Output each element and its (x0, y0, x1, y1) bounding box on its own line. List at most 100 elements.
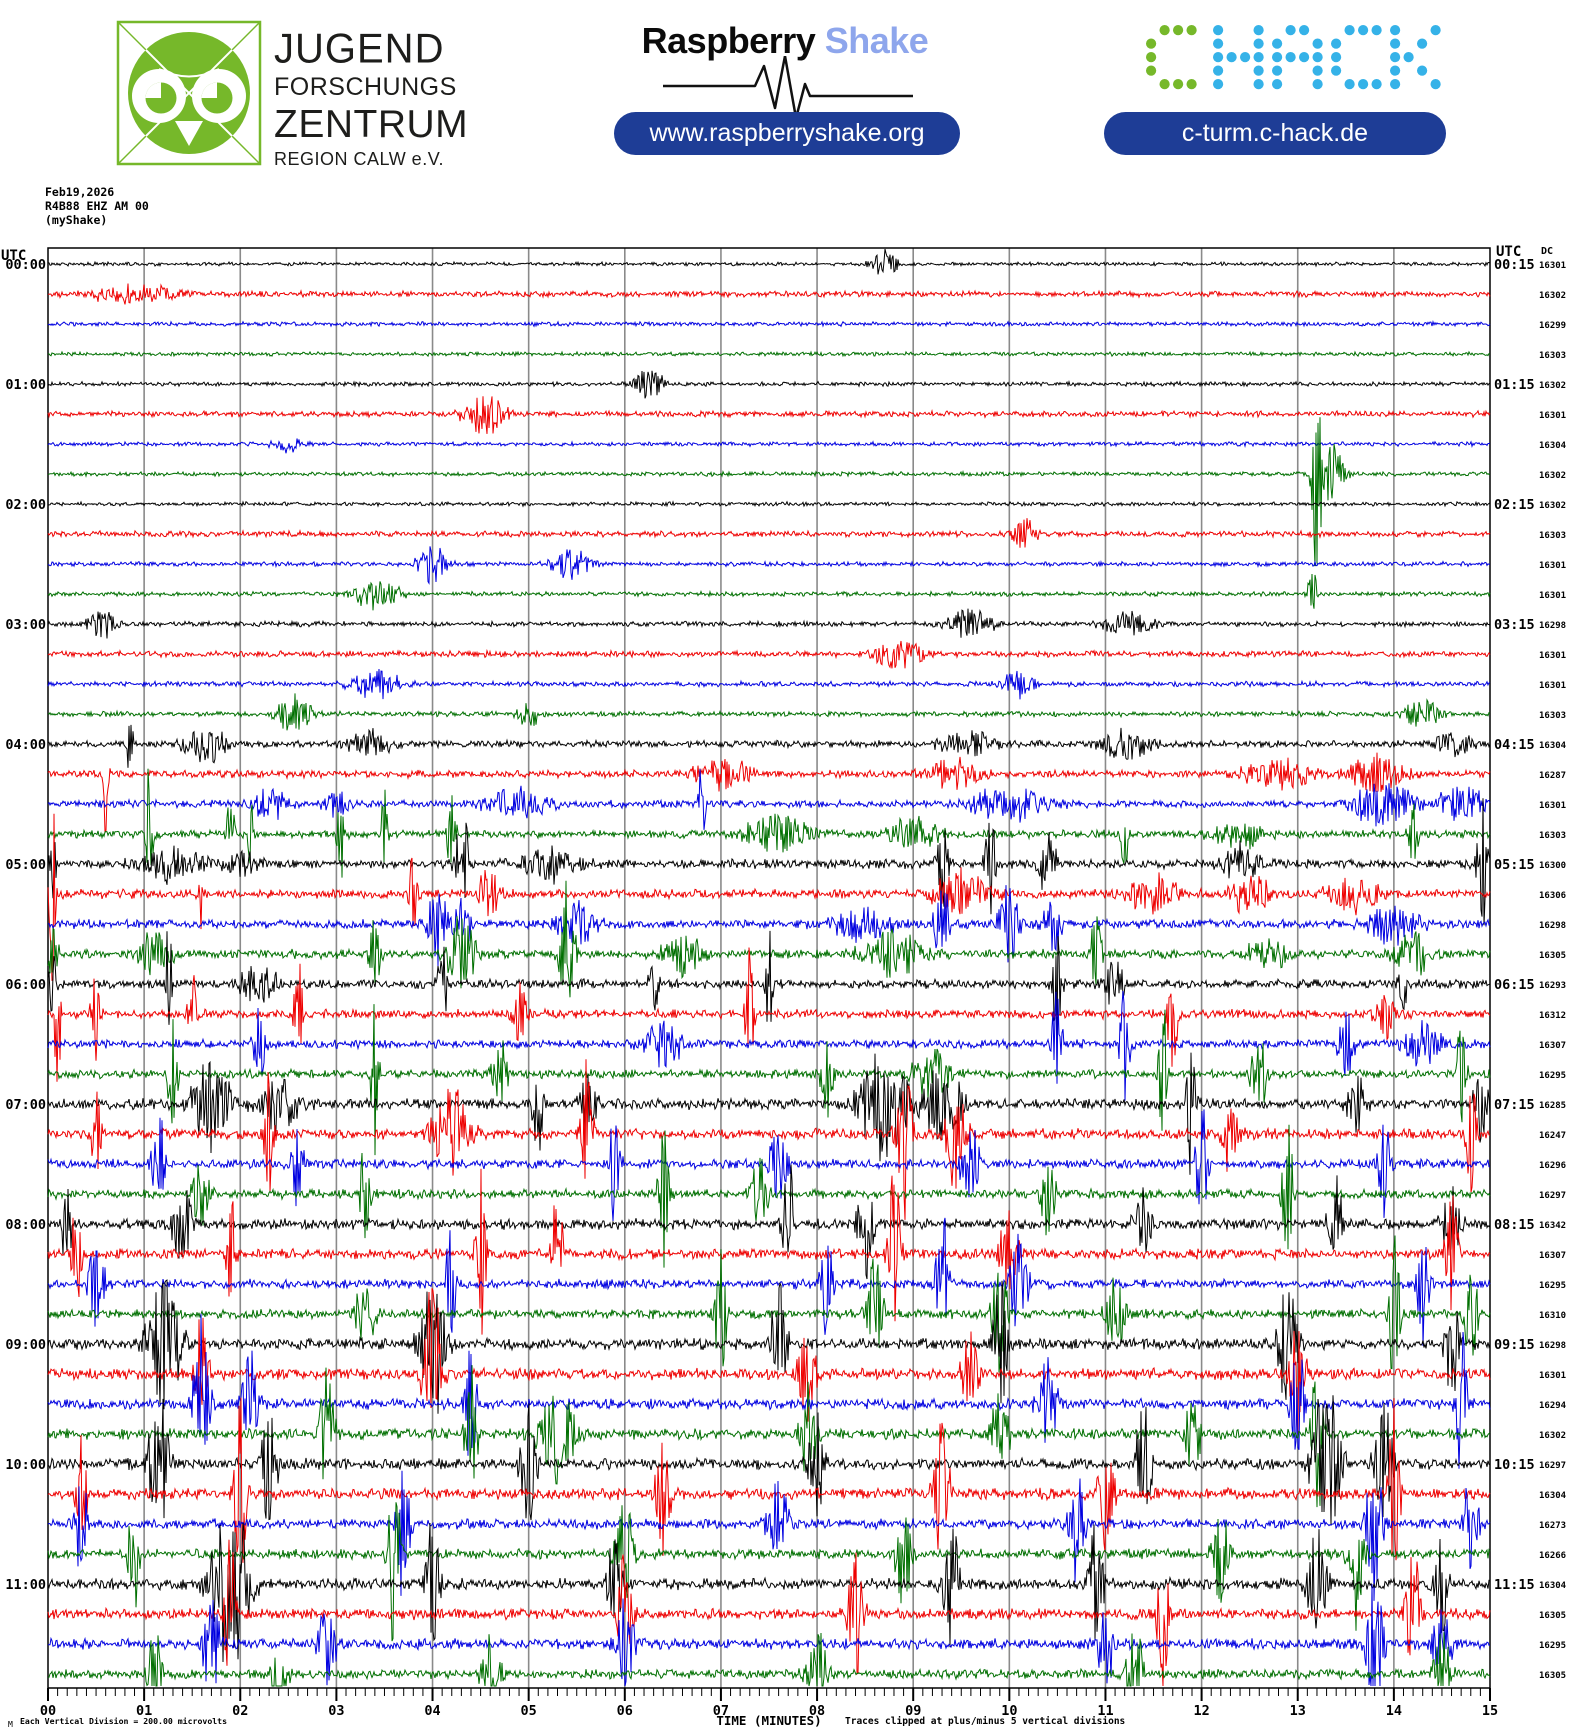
dc-value: 16296 (1539, 1161, 1566, 1171)
chack-link-button[interactable]: c-turm.c-hack.de (1104, 112, 1446, 155)
hour-label-left: 11:00 (5, 1577, 46, 1593)
corner-glyph: M (8, 1720, 13, 1729)
hour-label-left: 10:00 (5, 1457, 46, 1473)
quarter-label-right: 10:15 (1494, 1457, 1535, 1473)
dc-value: 16299 (1539, 321, 1566, 331)
hour-label-left: 04:00 (5, 737, 46, 753)
hour-label-left: 02:00 (5, 497, 46, 513)
x-tick-label: 06 (617, 1703, 633, 1719)
seismo-trace-row-4 (47, 370, 1491, 399)
seismo-trace-row-44 (47, 1522, 1491, 1663)
dc-value: 16302 (1539, 1431, 1566, 1441)
seismo-trace-row-34 (47, 1217, 1491, 1346)
seismo-trace-row-9 (47, 518, 1491, 548)
seismo-trace-row-21 (47, 813, 1491, 981)
dc-value: 16342 (1539, 1221, 1566, 1231)
seismo-trace-row-0 (47, 248, 1491, 275)
seismo-trace-row-47 (47, 1632, 1491, 1687)
dc-value: 16301 (1539, 561, 1566, 571)
raspberryshake-link-button[interactable]: www.raspberryshake.org (614, 112, 960, 155)
dc-value: 16305 (1539, 1671, 1566, 1681)
jfz-line-2: FORSCHUNGS (274, 73, 457, 101)
dc-value: 16302 (1539, 471, 1566, 481)
x-tick-label: 01 (136, 1703, 152, 1719)
shake-word: Shake (824, 20, 929, 61)
x-tick-label: 10 (1001, 1703, 1017, 1719)
dc-value: 16303 (1539, 711, 1566, 721)
dc-value: 16287 (1539, 771, 1566, 781)
seismo-trace-row-19 (47, 768, 1491, 878)
seismo-trace-row-24 (47, 930, 1491, 1041)
clip-note: Traces clipped at plus/minus 5 vertical … (845, 1716, 1125, 1727)
x-tick-label: 08 (809, 1703, 825, 1719)
dc-value: 16302 (1539, 501, 1566, 511)
seismo-trace-row-30 (47, 1109, 1491, 1222)
seismo-trace-row-39 (47, 1365, 1491, 1508)
jfz-line-4: REGION CALW e.V. (274, 149, 445, 169)
seismo-trace-row-27 (47, 1004, 1491, 1156)
dc-value: 16303 (1539, 351, 1566, 361)
chack-logo-icon (1146, 25, 1441, 90)
dc-value: 16273 (1539, 1521, 1566, 1531)
hour-label-left: 06:00 (5, 977, 46, 993)
right-dc-header: DC (1541, 246, 1553, 257)
seismo-trace-row-41 (47, 1397, 1491, 1563)
hour-label-left: 07:00 (5, 1097, 46, 1113)
seismo-trace-row-12 (47, 608, 1491, 639)
dc-value: 16295 (1539, 1281, 1566, 1291)
dc-value: 16297 (1539, 1461, 1566, 1471)
seismo-trace-row-43 (47, 1502, 1491, 1642)
dc-value: 16312 (1539, 1011, 1566, 1021)
seismo-trace-row-6 (47, 438, 1491, 454)
seismo-trace-row-13 (47, 640, 1491, 669)
jfz-line-1: JUGEND (274, 25, 445, 73)
dc-value: 16307 (1539, 1041, 1566, 1051)
dc-value: 16301 (1539, 681, 1566, 691)
x-tick-label: 02 (232, 1703, 248, 1719)
dc-value: 16294 (1539, 1401, 1567, 1411)
dc-value: 16298 (1539, 621, 1566, 631)
seismo-trace-row-38 (47, 1313, 1491, 1469)
x-tick-label: 07 (713, 1703, 729, 1719)
dc-value: 16297 (1539, 1191, 1566, 1201)
x-tick-label: 09 (905, 1703, 921, 1719)
plot-title-line: Feb19,2026 (45, 185, 114, 199)
seismo-trace-row-29 (47, 1059, 1491, 1220)
seismo-trace-row-10 (47, 546, 1491, 585)
hour-label-left: 05:00 (5, 857, 46, 873)
seismo-trace-row-33 (47, 1168, 1491, 1335)
dc-value: 16301 (1539, 801, 1566, 811)
dc-value: 16305 (1539, 951, 1566, 961)
quarter-label-right: 09:15 (1494, 1337, 1535, 1353)
dc-value: 16304 (1539, 1581, 1567, 1591)
dc-value: 16301 (1539, 261, 1566, 271)
x-tick-label: 05 (521, 1703, 537, 1719)
seismo-trace-row-15 (47, 693, 1491, 731)
seismo-trace-row-37 (47, 1288, 1491, 1437)
seismo-trace-row-25 (47, 947, 1491, 1082)
seismo-trace-row-2 (47, 319, 1491, 328)
seismo-trace-row-16 (47, 724, 1491, 768)
seismo-trace-row-36 (47, 1279, 1491, 1414)
x-tick-label: 13 (1290, 1703, 1306, 1719)
hour-label-left: 00:00 (5, 257, 46, 273)
quarter-label-right: 05:15 (1494, 857, 1535, 873)
seismo-trace-row-18 (47, 768, 1491, 830)
seismo-trace-row-5 (47, 396, 1491, 434)
seismo-trace-row-28 (47, 1052, 1491, 1175)
plot-title-line: (myShake) (45, 213, 107, 227)
dc-value: 16295 (1539, 1071, 1566, 1081)
dc-value: 16307 (1539, 1251, 1566, 1261)
helicorder-wrap: 00 01 02 03 04 05 06 07 08 09 10 11 12 13 14 15 Feb19,20… (0, 180, 1570, 1732)
dc-value: 16266 (1539, 1551, 1566, 1561)
quarter-label-right: 06:15 (1494, 977, 1535, 993)
dc-value: 16295 (1539, 1641, 1566, 1651)
seismo-trace-row-23 (47, 880, 1491, 998)
x-tick-label: 00 (40, 1703, 56, 1719)
dc-value: 16302 (1539, 381, 1566, 391)
dc-value: 16304 (1539, 441, 1567, 451)
x-axis-title: TIME (MINUTES) (716, 1713, 821, 1728)
owl-logo-icon (116, 20, 262, 166)
hour-label-left: 08:00 (5, 1217, 46, 1233)
